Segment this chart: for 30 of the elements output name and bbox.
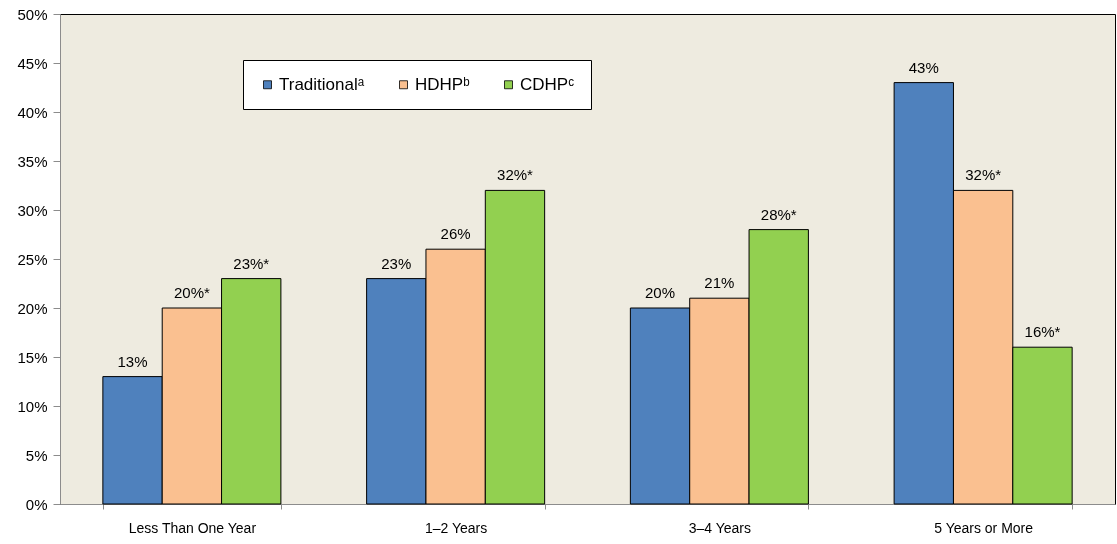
data-label: 23% (381, 254, 412, 272)
y-tick-label: 5% (25, 446, 48, 464)
x-tick-label: Less Than One Year (128, 519, 257, 536)
legend-label: HDHPᵇ (415, 74, 470, 94)
legend-label: CDHPᶜ (520, 74, 575, 94)
y-tick-label: 35% (17, 152, 48, 170)
x-tick-label: 5 Years or More (934, 519, 1034, 536)
data-label: 32%* (497, 166, 534, 184)
y-tick-label: 30% (17, 201, 48, 219)
data-label: 21% (704, 274, 735, 292)
data-label: 20% (645, 284, 676, 301)
y-tick-label: 0% (25, 495, 48, 513)
data-label: 26% (440, 225, 471, 243)
x-tick-label: 1–2 Years (424, 519, 488, 536)
data-label: 32%* (965, 166, 1002, 184)
data-label: 13% (117, 352, 148, 370)
y-tick-label: 25% (17, 250, 48, 268)
legend-label: Traditionalᵃ (279, 74, 365, 94)
data-label: 20%* (173, 284, 210, 301)
y-tick-label: 20% (17, 299, 48, 317)
y-tick-label: 10% (17, 397, 48, 415)
y-tick-label: 40% (17, 103, 48, 121)
y-tick-label: 45% (17, 54, 48, 72)
data-label: 16%* (1024, 323, 1061, 341)
data-label: 23%* (233, 254, 270, 272)
y-tick-label: 15% (17, 348, 48, 366)
y-tick-label: 50% (17, 5, 48, 23)
x-tick-label: 3–4 Years (688, 519, 752, 536)
data-label: 43% (908, 58, 939, 76)
data-label: 28%* (760, 205, 797, 223)
